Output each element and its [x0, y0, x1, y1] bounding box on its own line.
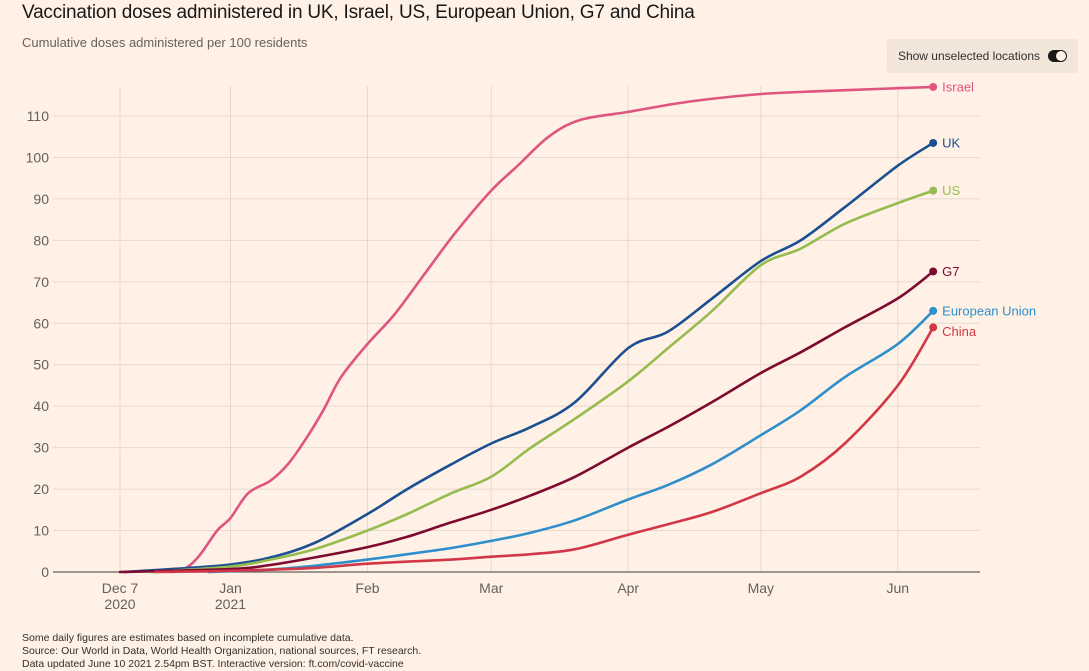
x-tick-label: Jun — [887, 580, 910, 596]
series-line-european-union[interactable] — [207, 309, 935, 574]
x-tick-sublabel: 2021 — [215, 596, 246, 612]
footnotes: Some daily figures are estimates based o… — [22, 632, 421, 671]
toggle-switch-icon[interactable] — [1048, 50, 1068, 62]
y-tick-label: 90 — [33, 191, 49, 207]
series-line-israel[interactable] — [171, 85, 935, 574]
x-tick-label: Dec 7 — [102, 580, 139, 596]
series-end-marker-uk[interactable] — [929, 138, 938, 147]
grid — [53, 86, 980, 572]
x-tick-label: Mar — [479, 580, 503, 596]
y-tick-label: 100 — [26, 149, 50, 165]
y-tick-label: 0 — [41, 564, 49, 580]
series-label-israel: Israel — [942, 79, 974, 94]
series-line-china[interactable] — [154, 326, 935, 574]
x-tick-label: Jan — [219, 580, 242, 596]
y-tick-label: 70 — [33, 274, 49, 290]
series-end-marker-us[interactable] — [929, 186, 938, 195]
series-label-us: US — [942, 183, 960, 198]
series-label-china: China — [942, 324, 977, 339]
series-end-marker-china[interactable] — [929, 323, 938, 332]
footnote-source: Source: Our World in Data, World Health … — [22, 645, 422, 657]
y-tick-label: 10 — [33, 523, 49, 539]
series-line-g7[interactable] — [118, 270, 935, 574]
y-tick-label: 40 — [33, 398, 49, 414]
series-label-g7: G7 — [942, 264, 959, 279]
y-tick-label: 50 — [33, 357, 49, 373]
toggle-knob — [1056, 51, 1067, 61]
toggle-label: Show unselected locations — [897, 49, 1041, 63]
footnote-estimates: Some daily figures are estimates based o… — [22, 632, 354, 644]
series-line-uk[interactable] — [123, 141, 935, 574]
series-labels: Israel UK US G7 European Union China — [929, 79, 1036, 339]
chart-title: Vaccination doses administered in UK, Is… — [22, 2, 695, 23]
chart-subtitle: Cumulative doses administered per 100 re… — [22, 35, 308, 50]
x-tick-sublabel: 2020 — [104, 596, 135, 612]
series-end-marker-g7[interactable] — [929, 267, 938, 276]
series-label-european-union: European Union — [942, 303, 1036, 318]
series-end-marker-european-union[interactable] — [929, 306, 938, 315]
series-line-us[interactable] — [149, 189, 935, 574]
series-lines — [118, 85, 935, 574]
footnote-updated: Data updated June 10 2021 2.54pm BST. In… — [22, 658, 404, 670]
y-tick-label: 30 — [33, 440, 49, 456]
x-tick-label: Apr — [617, 580, 639, 596]
show-unselected-locations-toggle[interactable]: Show unselected locations — [887, 39, 1078, 73]
y-tick-label: 20 — [33, 481, 49, 497]
y-tick-label: 60 — [33, 315, 49, 331]
series-end-marker-israel[interactable] — [929, 82, 938, 91]
x-tick-label: Feb — [355, 580, 379, 596]
x-tick-label: May — [748, 580, 774, 596]
y-tick-label: 80 — [33, 232, 49, 248]
y-tick-label: 110 — [27, 108, 50, 124]
series-label-uk: UK — [942, 135, 960, 150]
